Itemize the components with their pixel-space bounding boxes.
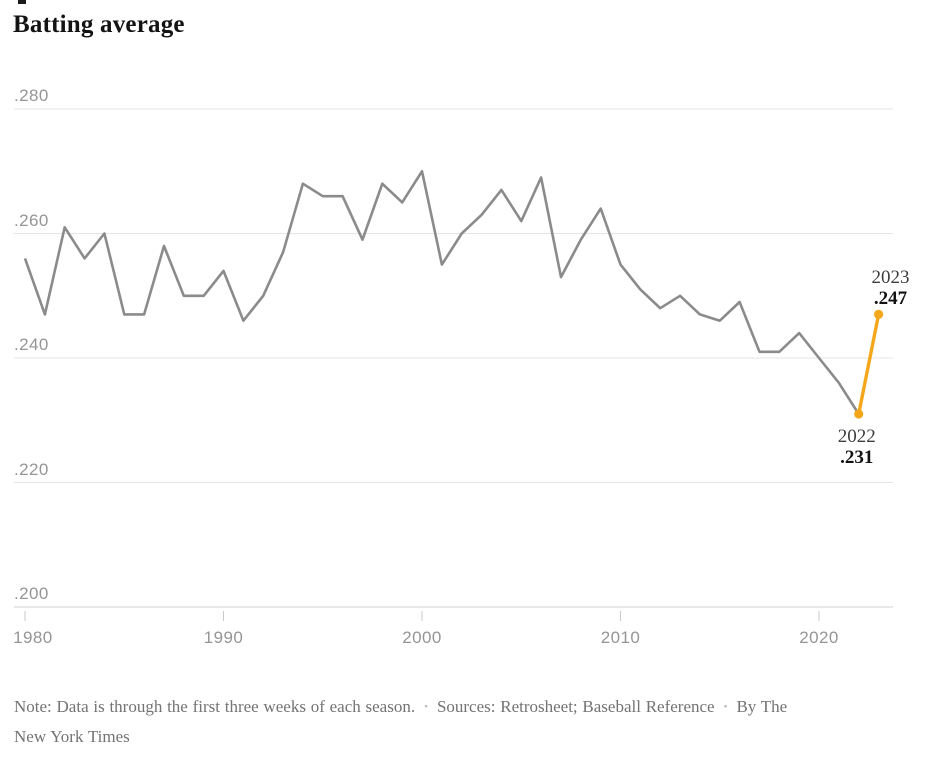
footer: Note: Data is through the first three we… — [14, 692, 814, 751]
bullet-separator: • — [723, 700, 728, 713]
y-tick-label: .280 — [14, 86, 49, 105]
data-point-dot-2022 — [854, 409, 864, 419]
x-tick-label: 2020 — [799, 628, 839, 647]
annotation-2022: 2022 .231 — [838, 426, 876, 468]
bullet-separator: • — [424, 700, 428, 713]
x-axis-ticks — [24, 611, 820, 621]
annotation-2023-value: .247 — [873, 288, 908, 310]
top-edge-artifact — [18, 0, 26, 4]
x-tick-label: 2010 — [600, 628, 641, 647]
data-point-dot-2023 — [874, 309, 884, 319]
x-tick-label: 1980 — [13, 628, 53, 647]
y-tick-label: .220 — [14, 459, 49, 479]
y-tick-label: .260 — [14, 210, 49, 230]
x-tick-label: 1990 — [203, 628, 244, 647]
batting-average-line — [23, 170, 860, 415]
x-tick-label: 2000 — [402, 628, 442, 647]
annotation-2022-year: 2022 — [837, 426, 876, 448]
footer-note-text: Note: Data is through the first three we… — [14, 697, 416, 716]
gridlines — [14, 108, 893, 608]
y-tick-label: .240 — [14, 335, 49, 354]
footer-byline-text: By The New York Times — [14, 697, 788, 746]
footer-sources-text: Sources: Retrosheet; Baseball Reference — [436, 697, 715, 716]
annotation-2023-year: 2023 — [871, 267, 910, 289]
highlight-segment-line — [857, 314, 881, 415]
series-lines — [23, 170, 884, 419]
y-tick-label: .200 — [14, 584, 49, 603]
page-title: Batting average — [13, 11, 185, 38]
annotation-2023: 2023 .247 — [872, 267, 910, 309]
annotation-2022-value: .231 — [840, 447, 874, 469]
